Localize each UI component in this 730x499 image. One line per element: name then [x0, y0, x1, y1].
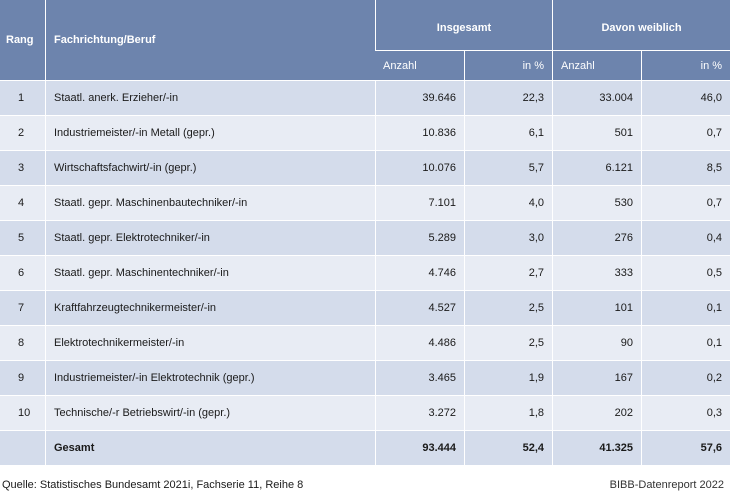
- cell-total-count: 10.076: [375, 150, 464, 185]
- table-row: 9 Industriemeister/-in Elektrotechnik (g…: [0, 360, 730, 395]
- header-group-female: Davon weiblich: [552, 0, 730, 50]
- report-brand: BIBB-Datenreport 2022: [609, 479, 724, 491]
- cell-field: Elektrotechnikermeister/-in: [45, 325, 375, 360]
- cell-female-count: 90: [552, 325, 642, 360]
- cell-total-percent: 4,0: [464, 185, 553, 220]
- table-row: 8 Elektrotechnikermeister/-in 4.486 2,5 …: [0, 325, 730, 360]
- cell-female-count: 333: [552, 255, 642, 290]
- cell-female-percent: 8,5: [641, 150, 730, 185]
- cell-total-count: 7.101: [375, 185, 464, 220]
- cell-female-percent: 0,4: [641, 220, 730, 255]
- total-female-percent: 57,6: [641, 430, 730, 465]
- cell-total-percent: 6,1: [464, 115, 553, 150]
- cell-female-count: 101: [552, 290, 642, 325]
- cell-field: Wirtschaftsfachwirt/-in (gepr.): [45, 150, 375, 185]
- cell-female-percent: 0,1: [641, 290, 730, 325]
- table-row: 10 Technische/-r Betriebswirt/-in (gepr.…: [0, 395, 730, 430]
- total-count: 93.444: [375, 430, 464, 465]
- cell-female-count: 501: [552, 115, 642, 150]
- cell-rank: 3: [0, 150, 45, 185]
- total-percent: 52,4: [464, 430, 553, 465]
- cell-field: Technische/-r Betriebswirt/-in (gepr.): [45, 395, 375, 430]
- cell-rank: 4: [0, 185, 45, 220]
- table-row: 4 Staatl. gepr. Maschinenbautechniker/-i…: [0, 185, 730, 220]
- cell-field: Staatl. gepr. Maschinenbautechniker/-in: [45, 185, 375, 220]
- cell-female-count: 276: [552, 220, 642, 255]
- cell-total-percent: 22,3: [464, 80, 553, 115]
- table-row: 5 Staatl. gepr. Elektrotechniker/-in 5.2…: [0, 220, 730, 255]
- cell-total-count: 3.465: [375, 360, 464, 395]
- cell-rank: 10: [0, 395, 45, 430]
- cell-rank: 8: [0, 325, 45, 360]
- cell-female-percent: 0,7: [641, 115, 730, 150]
- data-table: Rang Fachrichtung/Beruf Insgesamt Davon …: [0, 0, 730, 465]
- cell-total-count: 39.646: [375, 80, 464, 115]
- cell-total-count: 4.746: [375, 255, 464, 290]
- cell-field: Kraftfahrzeugtechnikermeister/-in: [45, 290, 375, 325]
- cell-total-count: 3.272: [375, 395, 464, 430]
- cell-female-count: 33.004: [552, 80, 642, 115]
- total-label: Gesamt: [45, 430, 375, 465]
- table-row: 6 Staatl. gepr. Maschinentechniker/-in 4…: [0, 255, 730, 290]
- table-footer: Quelle: Statistisches Bundesamt 2021i, F…: [0, 473, 730, 499]
- cell-female-count: 530: [552, 185, 642, 220]
- header-field: Fachrichtung/Beruf: [45, 0, 375, 80]
- cell-field: Staatl. gepr. Maschinentechniker/-in: [45, 255, 375, 290]
- cell-female-percent: 0,3: [641, 395, 730, 430]
- source-note: Quelle: Statistisches Bundesamt 2021i, F…: [2, 479, 304, 491]
- cell-female-percent: 46,0: [641, 80, 730, 115]
- cell-total-percent: 3,0: [464, 220, 553, 255]
- header-group-total: Insgesamt: [375, 0, 553, 50]
- cell-total-percent: 1,8: [464, 395, 553, 430]
- cell-female-percent: 0,5: [641, 255, 730, 290]
- cell-rank: 1: [0, 80, 45, 115]
- cell-field: Staatl. anerk. Erzieher/-in: [45, 80, 375, 115]
- header-total-count: Anzahl: [375, 50, 464, 80]
- cell-total-count: 4.527: [375, 290, 464, 325]
- cell-total-percent: 1,9: [464, 360, 553, 395]
- header-rank: Rang: [0, 0, 45, 80]
- table-row: 3 Wirtschaftsfachwirt/-in (gepr.) 10.076…: [0, 150, 730, 185]
- cell-total-count: 5.289: [375, 220, 464, 255]
- cell-female-count: 167: [552, 360, 642, 395]
- cell-rank: 5: [0, 220, 45, 255]
- cell-female-percent: 0,2: [641, 360, 730, 395]
- table-row: 2 Industriemeister/-in Metall (gepr.) 10…: [0, 115, 730, 150]
- cell-total-percent: 2,5: [464, 290, 553, 325]
- cell-field: Industriemeister/-in Elektrotechnik (gep…: [45, 360, 375, 395]
- table-row: 1 Staatl. anerk. Erzieher/-in 39.646 22,…: [0, 80, 730, 115]
- cell-total-percent: 5,7: [464, 150, 553, 185]
- cell-rank: 2: [0, 115, 45, 150]
- cell-female-count: 6.121: [552, 150, 642, 185]
- cell-field: Industriemeister/-in Metall (gepr.): [45, 115, 375, 150]
- header-female-percent: in %: [641, 50, 730, 80]
- cell-total-percent: 2,7: [464, 255, 553, 290]
- header-total-percent: in %: [464, 50, 553, 80]
- cell-field: Staatl. gepr. Elektrotechniker/-in: [45, 220, 375, 255]
- header-female-count: Anzahl: [552, 50, 642, 80]
- cell-total-percent: 2,5: [464, 325, 553, 360]
- cell-total-count: 4.486: [375, 325, 464, 360]
- total-female-count: 41.325: [552, 430, 642, 465]
- cell-female-percent: 0,7: [641, 185, 730, 220]
- cell-female-percent: 0,1: [641, 325, 730, 360]
- cell-total-count: 10.836: [375, 115, 464, 150]
- table-row: 7 Kraftfahrzeugtechnikermeister/-in 4.52…: [0, 290, 730, 325]
- total-row: Gesamt 93.444 52,4 41.325 57,6: [0, 430, 730, 465]
- cell-rank: 9: [0, 360, 45, 395]
- cell-rank: 6: [0, 255, 45, 290]
- cell-female-count: 202: [552, 395, 642, 430]
- cell-rank: 7: [0, 290, 45, 325]
- cell-rank-empty: [0, 430, 45, 465]
